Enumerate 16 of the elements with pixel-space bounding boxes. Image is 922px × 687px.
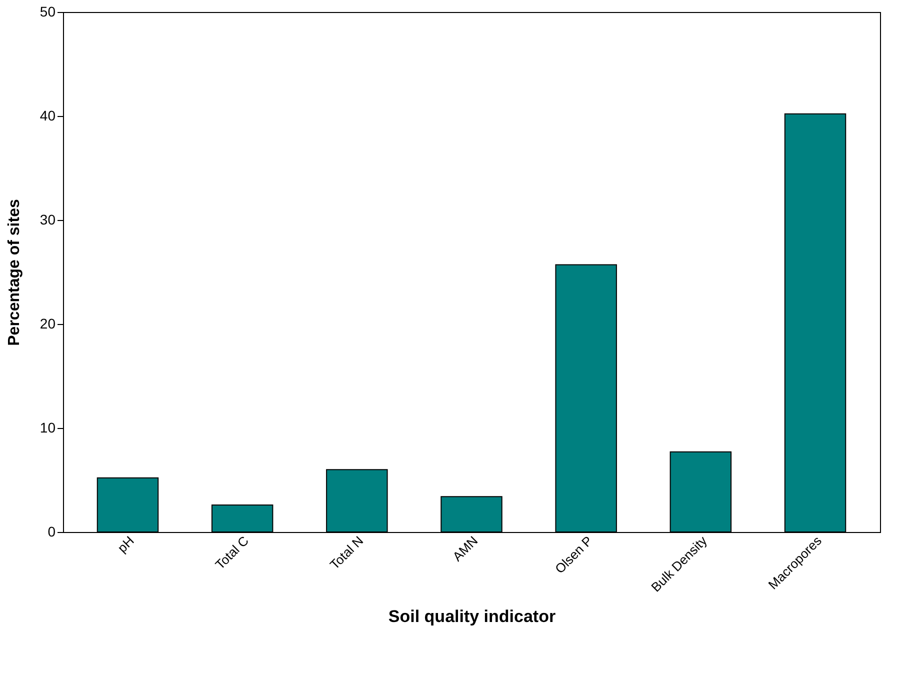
bar — [555, 264, 617, 532]
x-axis-title: Soil quality indicator — [388, 606, 556, 626]
x-tick-label: pH — [114, 533, 137, 556]
y-tick-label: 10 — [40, 420, 56, 436]
bar — [670, 451, 732, 532]
y-tick-label: 0 — [48, 524, 56, 540]
y-tick-label: 30 — [40, 212, 56, 228]
bar — [326, 469, 388, 532]
y-tick-label: 50 — [40, 4, 56, 20]
bar — [211, 504, 274, 532]
y-tick-label: 20 — [40, 316, 56, 332]
y-tick-label: 40 — [40, 108, 56, 124]
y-axis-title: Percentage of sites — [6, 199, 23, 346]
bar — [440, 496, 502, 532]
bar — [784, 113, 846, 532]
bar — [96, 477, 159, 532]
